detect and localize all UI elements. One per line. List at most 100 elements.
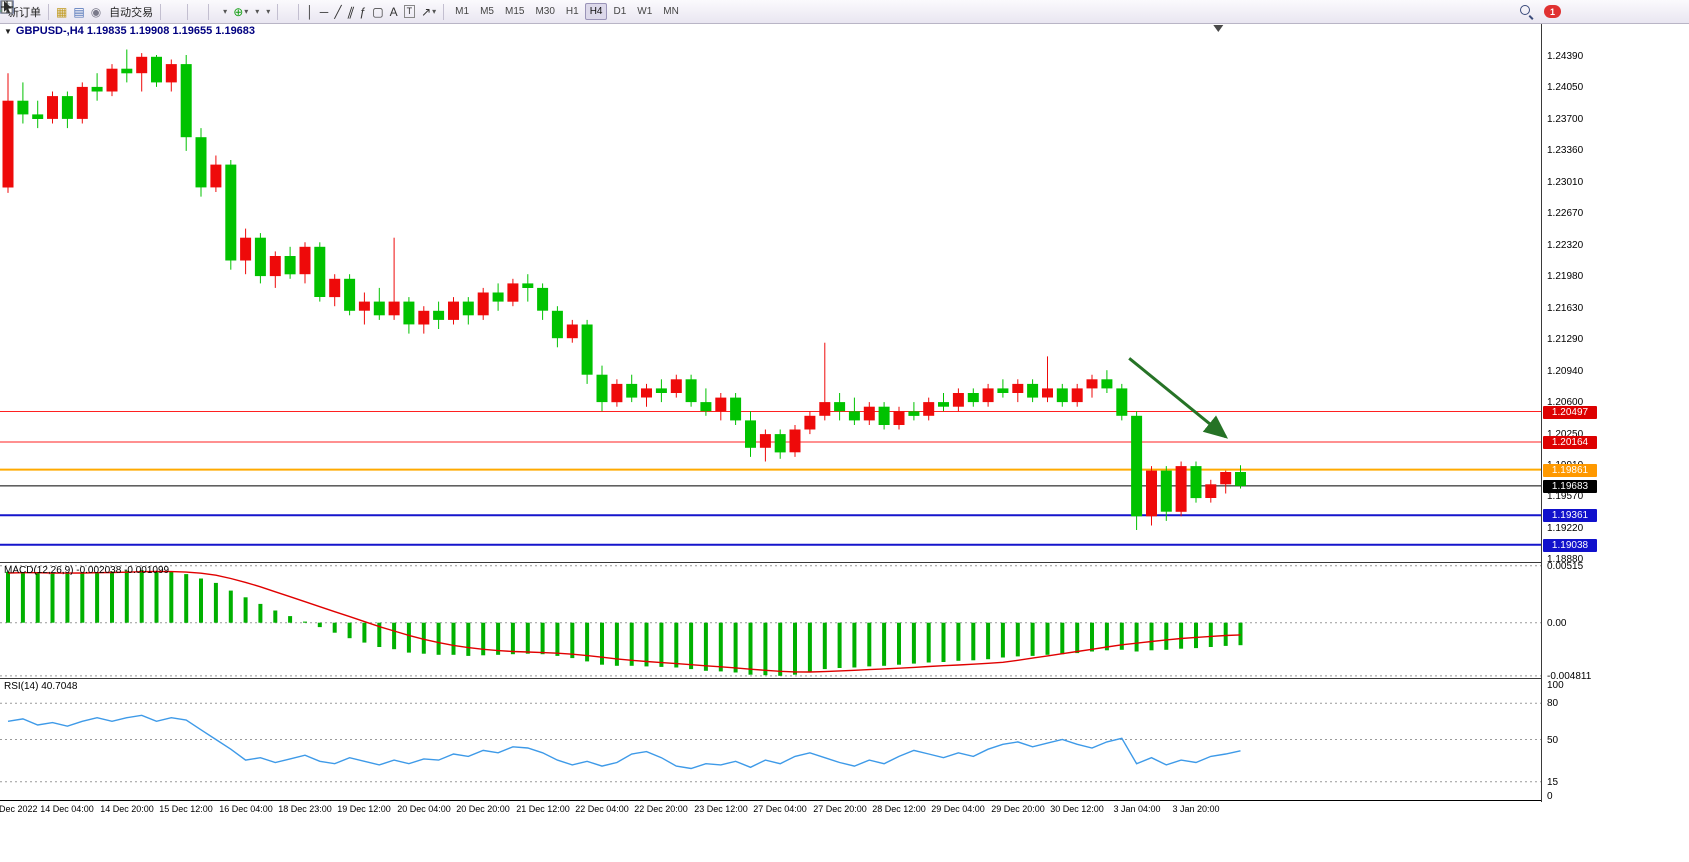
price-tick: 1.19570 (1547, 491, 1584, 502)
signals-button[interactable]: ◉ (88, 4, 104, 20)
chart-window: ▼ GBPUSD-,H4 1.19835 1.19908 1.19655 1.1… (0, 23, 1689, 862)
collapse-panel-icon[interactable]: ▼ (4, 26, 12, 36)
macd-bar (258, 603, 263, 623)
candle-body (730, 397, 742, 421)
macd-bar (95, 572, 100, 623)
timeframe-m15-button[interactable]: M15 (504, 6, 525, 17)
macd-bar (540, 622, 545, 655)
timeframe-d1-button[interactable]: D1 (613, 6, 627, 17)
rsi-svg[interactable] (0, 679, 1541, 800)
macd-bar (733, 622, 738, 673)
text-label-button[interactable]: T (401, 4, 419, 19)
price-tag[interactable]: 1.19861 (1543, 464, 1597, 477)
price-tag[interactable]: 1.19361 (1543, 509, 1597, 522)
time-label: 18 Dec 23:00 (278, 804, 332, 814)
timeframe-m30-button[interactable]: M30 (535, 6, 555, 17)
candle-body (997, 388, 1009, 393)
candle-body (1071, 388, 1083, 403)
timeframe-mn-button[interactable]: MN (663, 6, 679, 17)
axis-border (1541, 23, 1542, 802)
chart-shift-marker[interactable] (1213, 25, 1224, 32)
main-chart-svg[interactable] (0, 23, 1541, 562)
macd-bar (882, 622, 887, 666)
indicators-button[interactable]: ▾ (0, 0, 230, 17)
candle-body (165, 64, 177, 83)
macd-signal-line (7, 570, 1241, 673)
shapes-button[interactable]: ▢ (369, 4, 386, 20)
macd-bar (748, 622, 753, 675)
macd-panel[interactable]: MACD(12,26,9) -0.002038 -0.001099 (0, 563, 1541, 679)
macd-bar (570, 622, 575, 659)
candle-body (1101, 379, 1113, 389)
candle-body (1027, 383, 1039, 398)
macd-bar (436, 622, 441, 655)
trend-arrow[interactable] (1128, 357, 1229, 439)
macd-bar (362, 622, 367, 643)
macd-bar (1238, 622, 1243, 646)
text-button[interactable]: A (387, 4, 401, 20)
horizontal-line-button[interactable]: ─ (317, 4, 332, 20)
periods-button[interactable]: ▾ (0, 0, 262, 17)
data-window-button[interactable]: ▤ (70, 4, 87, 20)
timeframe-h4-button[interactable]: H4 (584, 3, 608, 20)
market-watch-button[interactable]: ▦ (53, 4, 70, 20)
time-label: 16 Dec 04:00 (219, 804, 273, 814)
add-indicator-button[interactable]: ⊕ ▾ (230, 4, 251, 20)
price-tag[interactable]: 1.20164 (1543, 436, 1597, 449)
price-tick: 0 (1547, 791, 1553, 802)
time-label: 29 Dec 20:00 (991, 804, 1045, 814)
candle-body (388, 301, 400, 316)
toolbar-buttons: 新订单 ▦ ▤ ◉ 自动交易 ▾ ⊕ ▾ ▾ ▾ │ ─ ╱ ∥ ƒ ▢ A T ↗ ▾ (0, 0, 448, 21)
search-button[interactable] (1516, 3, 1537, 20)
chart-properties-button[interactable]: ▾ (1, 0, 273, 17)
timeframe-m1-button[interactable]: M1 (455, 6, 470, 17)
crosshair-button[interactable] (0, 0, 294, 14)
text-label-icon: T (403, 5, 416, 18)
macd-bar (867, 622, 872, 667)
price-tick: 1.19220 (1547, 523, 1584, 534)
price-tick: 1.21290 (1547, 334, 1584, 345)
candle-body (626, 383, 638, 398)
macd-bar (600, 622, 604, 665)
price-tag[interactable]: 1.19038 (1543, 539, 1597, 552)
timeframe-m5-button[interactable]: M5 (480, 6, 494, 17)
macd-bar (1194, 622, 1198, 649)
price-tick: 0.00 (1547, 618, 1567, 629)
timeframe-h1-button[interactable]: H1 (565, 6, 579, 17)
macd-bar (228, 590, 233, 623)
candle-body (358, 301, 370, 311)
time-label: 28 Dec 12:00 (872, 804, 926, 814)
arrows-button[interactable]: ↗ ▾ (418, 4, 439, 20)
market-watch-icon: ▦ (56, 4, 68, 19)
zoom-out-button[interactable] (0, 0, 204, 14)
line-chart-button[interactable] (0, 1, 183, 13)
equidistant-channel-button[interactable]: ∥ (345, 4, 357, 20)
auto-trading-button[interactable]: 自动交易 (2, 1, 156, 21)
price-tag[interactable]: 1.19683 (1543, 480, 1597, 493)
rsi-panel[interactable]: RSI(14) 40.7048 (0, 679, 1541, 801)
macd-svg[interactable] (0, 563, 1541, 678)
candle-body (492, 292, 504, 302)
macd-bar (184, 574, 189, 623)
price-tag[interactable]: 1.20497 (1543, 406, 1597, 419)
data-window-icon: ▤ (73, 4, 85, 19)
vertical-line-button[interactable]: │ (303, 4, 317, 20)
trendline-button[interactable]: ╱ (331, 4, 344, 20)
notification-badge[interactable]: 1 (1544, 5, 1561, 18)
candle-body (967, 393, 979, 403)
price-tick: 15 (1547, 777, 1559, 788)
candle-body (848, 411, 860, 421)
macd-bar (392, 622, 397, 650)
time-label: 22 Dec 04:00 (575, 804, 629, 814)
candle-body (121, 68, 133, 74)
candle-body (611, 383, 623, 403)
candle-body (151, 56, 162, 83)
time-label: 27 Dec 20:00 (813, 804, 867, 814)
main-chart-panel[interactable]: ▼ GBPUSD-,H4 1.19835 1.19908 1.19655 1.1… (0, 23, 1541, 563)
timeframe-w1-button[interactable]: W1 (637, 6, 653, 17)
candle-body (284, 256, 296, 275)
macd-bar (1149, 622, 1154, 651)
fibonacci-button[interactable]: ƒ (357, 4, 370, 20)
macd-bar (1104, 622, 1109, 651)
candle-body (180, 64, 192, 138)
